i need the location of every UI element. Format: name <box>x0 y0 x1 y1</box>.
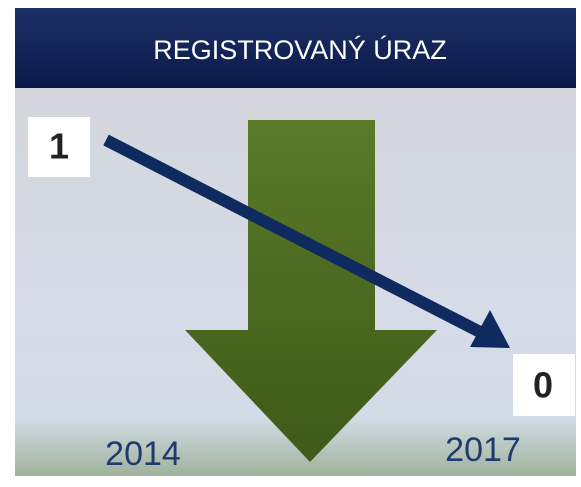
start-value: 1 <box>49 126 69 167</box>
end-value: 0 <box>533 365 553 406</box>
header-band <box>15 8 576 88</box>
trend-arrowhead <box>470 310 510 348</box>
start-year: 2014 <box>105 435 181 473</box>
start-value-box <box>28 117 90 177</box>
down-arrow <box>185 120 437 462</box>
end-year: 2017 <box>445 431 521 469</box>
header-title: REGISTROVANÝ ÚRAZ <box>153 34 447 65</box>
trend-line <box>103 134 485 339</box>
end-value-box <box>513 354 575 416</box>
